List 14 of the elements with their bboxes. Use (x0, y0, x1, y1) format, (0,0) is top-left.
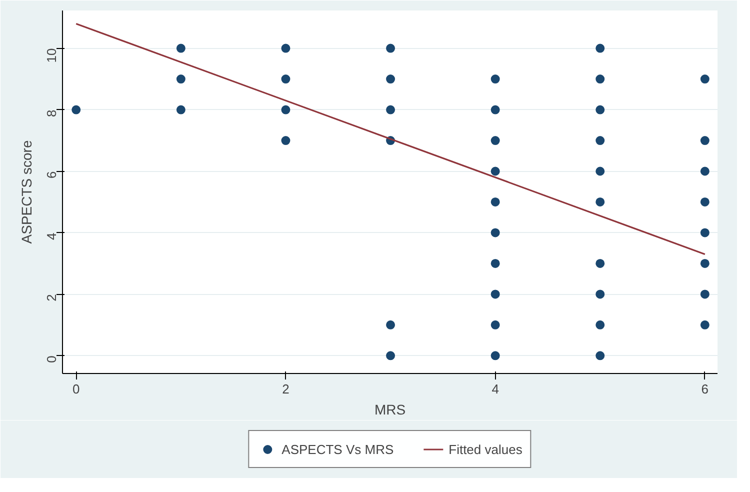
y-tick-label: 0 (44, 356, 59, 363)
y-axis-title: ASPECTS score (18, 140, 34, 244)
x-tick-label: 6 (701, 382, 709, 396)
y-tick-label: 8 (44, 110, 59, 118)
legend-label: ASPECTS Vs MRS (282, 442, 394, 456)
x-tick-label: 2 (282, 382, 290, 396)
x-tick-label: 4 (492, 382, 499, 396)
y-tick-label: 4 (44, 232, 59, 240)
x-axis-title: MRS (374, 402, 406, 418)
y-tick-label: 6 (44, 171, 59, 178)
y-tick-label: 2 (44, 294, 59, 302)
legend-label: Fitted values (448, 442, 522, 456)
y-tick-label: 10 (44, 48, 59, 63)
x-tick-label: 0 (72, 382, 80, 396)
